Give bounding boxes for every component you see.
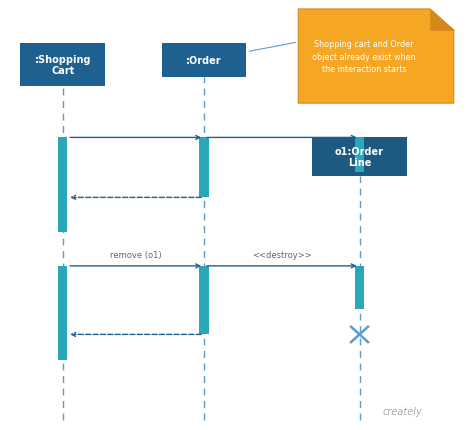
FancyBboxPatch shape <box>355 138 364 172</box>
FancyBboxPatch shape <box>199 266 209 335</box>
Text: <<destroy>>: <<destroy>> <box>252 250 311 259</box>
FancyBboxPatch shape <box>355 266 364 309</box>
FancyBboxPatch shape <box>312 138 407 177</box>
Polygon shape <box>430 10 454 31</box>
Text: Shopping cart and Order
object already exist when
the interaction starts: Shopping cart and Order object already e… <box>312 40 416 74</box>
Polygon shape <box>298 10 454 104</box>
Text: :Shopping
Cart: :Shopping Cart <box>35 55 91 76</box>
Text: creately: creately <box>382 406 422 416</box>
Text: :Order: :Order <box>186 56 222 66</box>
Text: o1:Order
Line: o1:Order Line <box>335 147 384 168</box>
FancyBboxPatch shape <box>199 138 209 198</box>
FancyBboxPatch shape <box>58 138 67 232</box>
FancyBboxPatch shape <box>20 44 105 87</box>
FancyBboxPatch shape <box>162 44 246 78</box>
Text: remove (o1): remove (o1) <box>110 250 162 259</box>
FancyBboxPatch shape <box>58 266 67 360</box>
